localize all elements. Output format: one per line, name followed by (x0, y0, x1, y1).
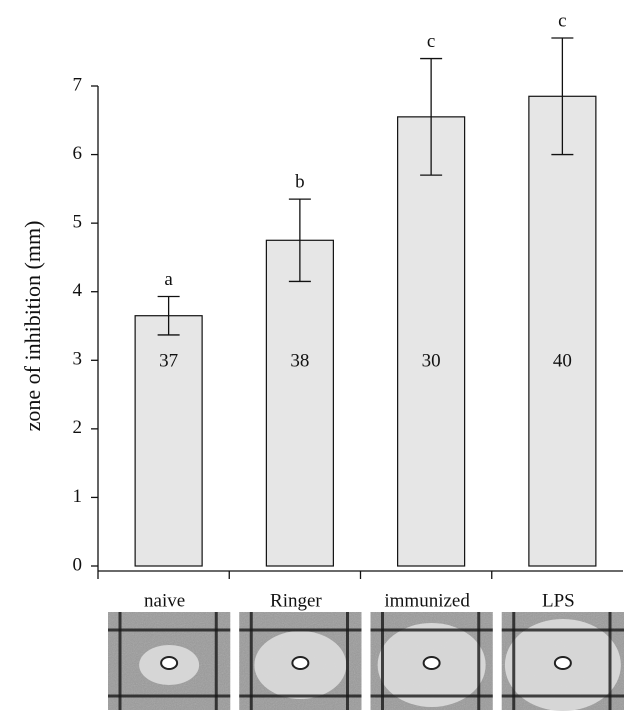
well (161, 657, 177, 669)
sample-size: 38 (290, 351, 309, 372)
bar (529, 96, 596, 566)
y-tick-label: 3 (73, 349, 83, 370)
well (424, 657, 440, 669)
x-tick-label: Ringer (270, 590, 322, 611)
x-tick-label: immunized (384, 590, 470, 611)
photo (239, 612, 361, 710)
photo (371, 612, 493, 710)
well (555, 657, 571, 669)
significance-letter: c (558, 10, 566, 31)
significance-letter: a (164, 269, 173, 290)
significance-letter: c (427, 31, 435, 52)
y-axis-label: zone of inhibition (mm) (20, 221, 45, 432)
x-tick-label: naive (144, 590, 185, 611)
y-tick-label: 6 (73, 143, 83, 164)
sample-size: 40 (553, 351, 572, 372)
y-tick-label: 2 (73, 417, 83, 438)
y-tick-label: 1 (73, 486, 83, 507)
bar (266, 240, 333, 566)
sample-size: 37 (159, 351, 178, 372)
page: {"chart_data": {"type": "bar", "ylabel":… (0, 0, 625, 713)
well (292, 657, 308, 669)
x-tick-label: LPS (542, 590, 575, 611)
y-tick-label: 4 (73, 280, 83, 301)
y-tick-label: 0 (73, 554, 83, 575)
y-tick-label: 5 (73, 212, 83, 233)
significance-letter: b (295, 172, 305, 193)
photo (108, 612, 230, 710)
chart: zone of inhibition (mm) 0 1 2 3 4 5 6 7 naive a 37… (0, 0, 625, 713)
photo (502, 612, 624, 711)
bar (398, 117, 465, 566)
y-tick-label: 7 (73, 74, 83, 95)
sample-size: 30 (422, 351, 441, 372)
